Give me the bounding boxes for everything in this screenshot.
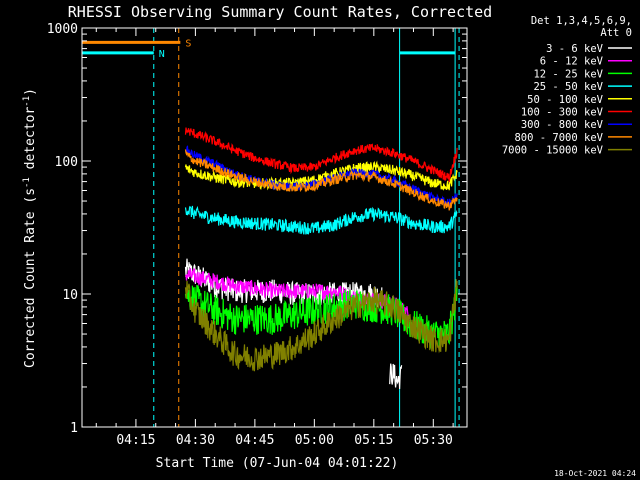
legend-header-1: Att 0 bbox=[600, 27, 632, 39]
legend-entry: 6 - 12 keV bbox=[540, 56, 604, 68]
legend-entry: 300 - 800 keV bbox=[521, 119, 604, 131]
series-line-8-0 bbox=[184, 279, 458, 372]
x-tick-label: 04:30 bbox=[176, 433, 215, 448]
flag-letter-N: N bbox=[159, 49, 165, 60]
y-label-part: ) bbox=[23, 88, 38, 96]
legend-entry: 25 - 50 keV bbox=[533, 81, 603, 93]
series-line-3-0 bbox=[184, 205, 458, 235]
x-tick-label: 04:15 bbox=[116, 433, 155, 448]
x-axis-label: Start Time (07-Jun-04 04:01:22) bbox=[156, 456, 399, 471]
x-tick-label: 05:30 bbox=[414, 433, 453, 448]
plot-content: SN bbox=[82, 28, 460, 427]
y-axis-label: Corrected Count Rate (s-1 detector-1) bbox=[22, 88, 38, 368]
x-tick-label: 05:00 bbox=[295, 433, 334, 448]
y-label-part: detector bbox=[23, 107, 38, 178]
flag-bars: SN bbox=[82, 38, 456, 60]
legend-entry: 50 - 100 keV bbox=[527, 94, 604, 106]
legend-entry: 7000 - 15000 keV bbox=[502, 145, 604, 157]
y-label-superscript: -1 bbox=[22, 96, 32, 107]
vertical-lines bbox=[153, 28, 460, 427]
legend-entry: 100 - 300 keV bbox=[521, 107, 604, 119]
y-tick-label: 10 bbox=[62, 288, 78, 303]
series-group bbox=[184, 127, 458, 390]
series-line-5-0 bbox=[184, 127, 458, 182]
legend-header-0: Det 1,3,4,5,6,9, bbox=[531, 15, 632, 27]
timestamp: 18-Oct-2021 04:24 bbox=[554, 469, 636, 478]
series-line-4-0 bbox=[184, 160, 458, 191]
y-label-part: Corrected Count Rate (s bbox=[23, 188, 38, 368]
y-tick-label: 100 bbox=[55, 155, 78, 170]
legend-entry: 3 - 6 keV bbox=[546, 43, 604, 55]
series-line-7-0 bbox=[184, 149, 458, 211]
flag-letter-S: S bbox=[185, 38, 191, 49]
legend-entry: 800 - 7000 keV bbox=[514, 132, 603, 144]
y-label-superscript: -1 bbox=[22, 177, 32, 188]
series-line-0-1 bbox=[389, 363, 403, 390]
x-tick-label: 04:45 bbox=[235, 433, 274, 448]
axes: 04:15 04:30 04:45 05:00 05:15 05:30 1 10 100 1000 bbox=[47, 22, 468, 448]
legend-entry: 12 - 25 keV bbox=[533, 68, 603, 80]
y-tick-label: 1 bbox=[70, 421, 78, 436]
chart-title: RHESSI Observing Summary Count Rates, Co… bbox=[68, 3, 492, 21]
y-tick-label: 1000 bbox=[47, 22, 78, 37]
x-tick-label: 05:15 bbox=[354, 433, 393, 448]
